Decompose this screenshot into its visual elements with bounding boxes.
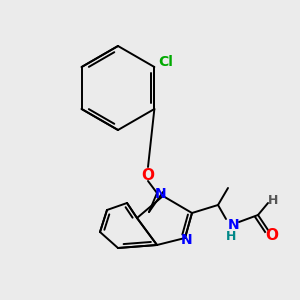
- Text: H: H: [268, 194, 278, 208]
- Text: N: N: [181, 233, 193, 247]
- Text: O: O: [142, 167, 154, 182]
- Text: H: H: [226, 230, 236, 242]
- Text: N: N: [155, 187, 167, 201]
- Text: N: N: [228, 218, 240, 232]
- Text: O: O: [266, 227, 278, 242]
- Text: Cl: Cl: [158, 55, 173, 69]
